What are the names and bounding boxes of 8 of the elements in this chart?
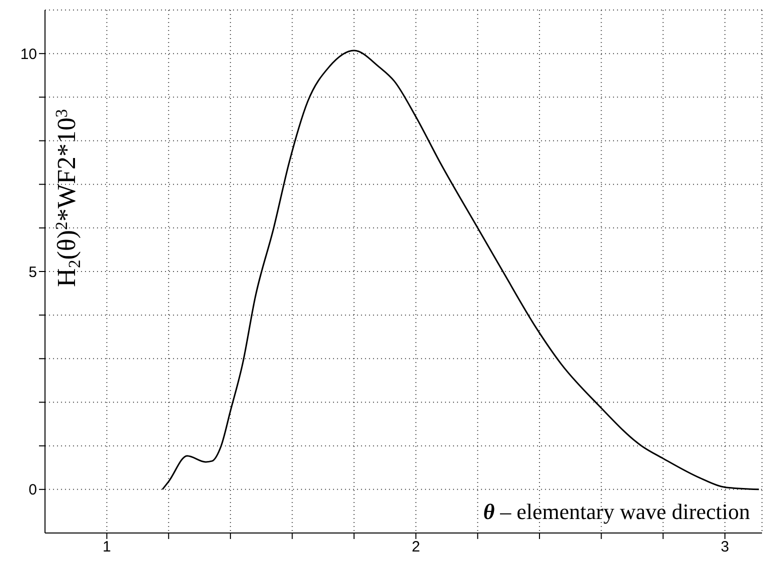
x-tick-label: 3 [720, 538, 730, 556]
y-tick-label: 10 [20, 46, 37, 63]
x-tick-label: 1 [102, 538, 111, 556]
y-tick-label: 5 [28, 264, 37, 281]
x-axis-title: θ – elementary wave direction [483, 499, 750, 524]
x-tick-label: 2 [412, 538, 420, 556]
line-series [162, 50, 760, 490]
y-tick-label: 0 [28, 482, 37, 499]
